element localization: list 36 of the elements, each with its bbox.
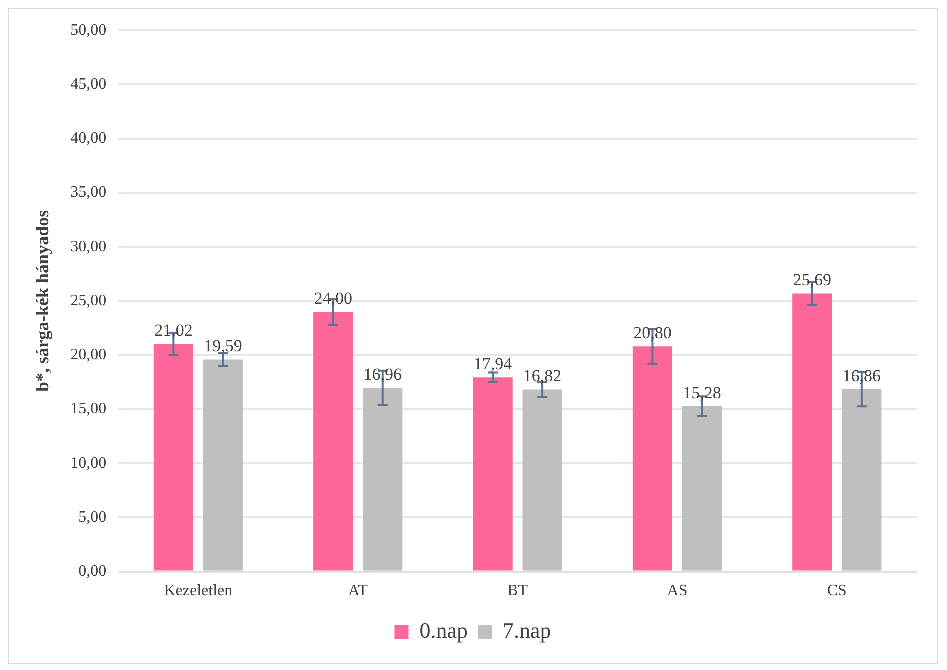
bar	[842, 389, 882, 571]
y-tick-label: 35,00	[70, 184, 107, 202]
legend-label: 0.nap	[420, 618, 468, 643]
y-tick-label: 45,00	[70, 76, 107, 93]
x-tick-label: CS	[827, 582, 847, 600]
data-label: 21,02	[154, 321, 193, 340]
data-label: 17,94	[474, 354, 513, 374]
y-tick-label: 40,00	[70, 130, 107, 148]
x-tick-label: Kezeletlen	[164, 582, 233, 600]
data-label: 24,00	[314, 288, 352, 308]
bar	[314, 312, 354, 571]
y-tick-label: 20,00	[70, 346, 107, 364]
y-axis-title: b*, sárga-kék hányados	[32, 210, 52, 392]
y-tick-label: 15,00	[70, 400, 107, 418]
bar	[203, 360, 243, 571]
x-tick-label: AS	[667, 582, 688, 600]
bar	[632, 346, 673, 571]
data-label: 16,82	[523, 366, 562, 386]
y-tick-label: 25,00	[70, 292, 107, 310]
data-label: 19,59	[204, 336, 242, 356]
x-tick-label: AT	[348, 582, 368, 600]
bar	[522, 390, 562, 571]
data-label: 25,69	[793, 270, 832, 290]
y-tick-label: 30,00	[70, 238, 107, 256]
bar	[682, 406, 722, 571]
bar	[363, 388, 403, 571]
bar	[473, 378, 513, 571]
legend-label: 7.nap	[503, 618, 552, 643]
bar	[154, 344, 194, 571]
y-tick-label: 10,00	[70, 454, 107, 472]
data-label: 15,28	[683, 383, 722, 402]
y-tick-label: 0,00	[78, 563, 107, 580]
y-tick-label: 50,00	[70, 22, 107, 39]
x-tick-label: BT	[508, 582, 528, 600]
bar	[792, 294, 832, 571]
y-tick-label: 5,00	[78, 508, 107, 526]
